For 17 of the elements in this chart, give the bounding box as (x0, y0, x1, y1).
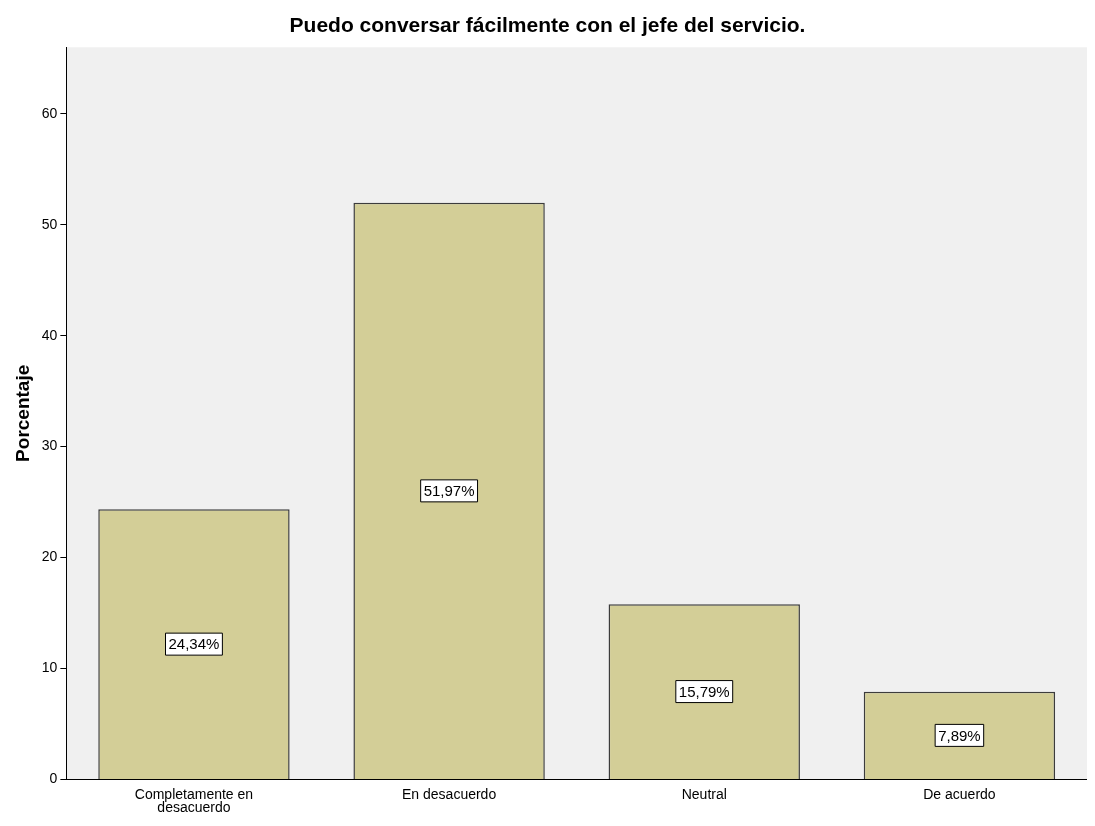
y-axis-title: Porcentaje (11, 364, 33, 462)
data-label: 51,97% (423, 482, 475, 500)
data-label: 15,79% (678, 682, 730, 700)
y-tick-label: 30 (41, 437, 58, 454)
y-tick-label: 40 (41, 326, 58, 343)
y-tick-label: 20 (41, 548, 58, 565)
y-tick-label: 10 (41, 659, 58, 676)
y-tick-label: 0 (49, 770, 58, 787)
x-tick-label: De acuerdo (923, 785, 996, 802)
data-label: 7,89% (938, 726, 981, 744)
y-tick-label: 60 (41, 104, 58, 121)
data-label: 24,34% (168, 635, 220, 653)
x-tick-label: Completamente en desacuerdo (134, 785, 254, 816)
x-tick-label: En desacuerdo (402, 785, 497, 802)
chart-title: Puedo conversar fácilmente con el jefe del servicio. (289, 13, 806, 37)
y-tick-label: 50 (41, 215, 58, 232)
x-tick-label: Neutral (681, 785, 727, 802)
